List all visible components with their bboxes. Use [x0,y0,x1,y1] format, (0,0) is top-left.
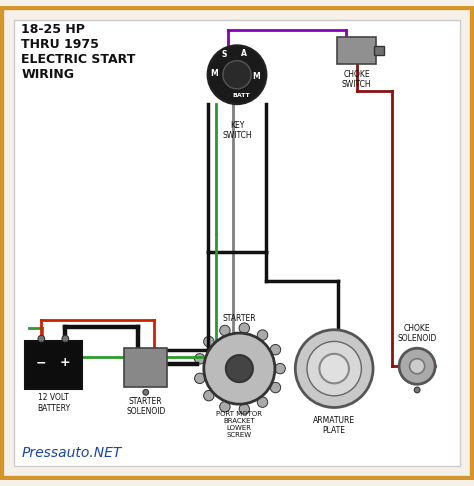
FancyBboxPatch shape [25,341,82,389]
Text: CHOKE
SOLENOID: CHOKE SOLENOID [397,324,437,344]
FancyBboxPatch shape [124,348,167,387]
Text: Pressauto.NET: Pressauto.NET [21,446,122,460]
Circle shape [257,397,268,407]
Circle shape [410,359,425,374]
Text: 12 VOLT
BATTERY: 12 VOLT BATTERY [37,393,70,413]
Circle shape [239,404,249,414]
Circle shape [226,355,253,382]
Text: A: A [240,49,246,58]
Text: BATT: BATT [233,93,250,98]
Circle shape [194,373,205,383]
Circle shape [220,325,230,336]
FancyBboxPatch shape [337,37,376,64]
Text: M: M [252,72,260,81]
Text: M: M [210,69,218,78]
Text: 18-25 HP
THRU 1975
ELECTRIC START
WIRING: 18-25 HP THRU 1975 ELECTRIC START WIRING [21,22,136,81]
Circle shape [208,45,266,104]
Circle shape [239,323,249,333]
Circle shape [204,333,275,404]
Circle shape [257,330,268,340]
Text: KEY
SWITCH: KEY SWITCH [222,121,252,140]
Text: STARTER
SOLENOID: STARTER SOLENOID [126,397,165,417]
Circle shape [275,364,285,374]
Circle shape [204,336,214,347]
Text: +: + [60,356,71,369]
Circle shape [399,348,435,384]
Circle shape [414,387,420,393]
Circle shape [62,335,69,342]
FancyBboxPatch shape [0,6,474,480]
Circle shape [270,345,281,355]
Text: ARMATURE
PLATE: ARMATURE PLATE [313,416,355,435]
FancyBboxPatch shape [374,46,384,55]
Text: PORT MOTOR
BRACKET
LOWER
SCREW: PORT MOTOR BRACKET LOWER SCREW [216,411,263,438]
FancyBboxPatch shape [14,20,460,466]
Circle shape [204,390,214,401]
Circle shape [194,354,205,364]
Circle shape [319,354,349,383]
Circle shape [223,61,251,89]
Text: STARTER: STARTER [223,313,256,323]
Circle shape [295,330,373,407]
Text: −: − [36,356,46,369]
Circle shape [307,341,361,396]
Text: CHOKE
SWITCH: CHOKE SWITCH [342,70,372,89]
Circle shape [270,382,281,393]
Circle shape [143,389,148,395]
Circle shape [220,401,230,412]
Circle shape [38,335,45,342]
Text: S: S [222,50,228,59]
